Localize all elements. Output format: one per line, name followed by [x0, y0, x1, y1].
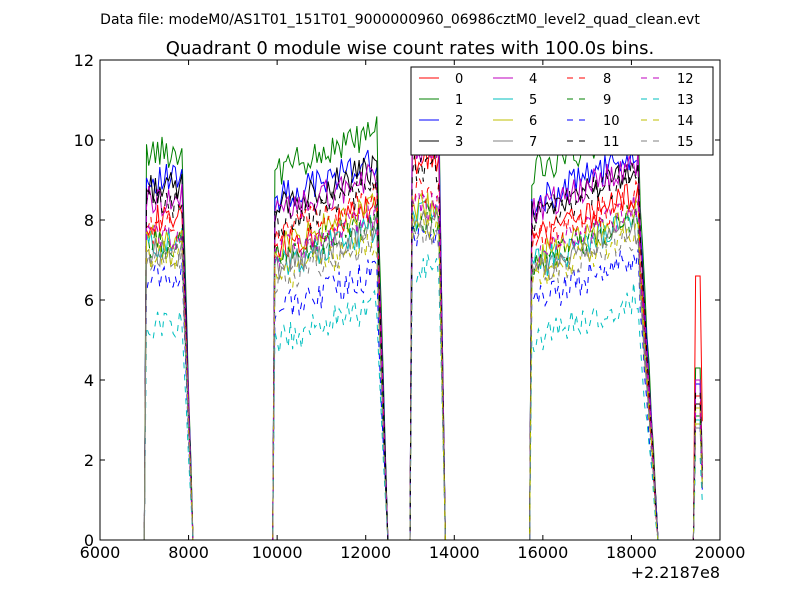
y-tick-label: 8 [84, 211, 94, 230]
x-offset-label: +2.2187e8 [631, 563, 720, 582]
y-tick-label: 4 [84, 371, 94, 390]
y-tick-label: 0 [84, 531, 94, 550]
legend-label-11: 11 [603, 135, 620, 150]
legend-label-1: 1 [455, 93, 463, 108]
series-line-5 [143, 199, 703, 541]
legend-label-0: 0 [455, 72, 463, 87]
x-tick-label: 6000 [80, 543, 121, 562]
legend-label-10: 10 [603, 114, 620, 129]
series-line-9 [143, 204, 703, 541]
legend-label-9: 9 [603, 93, 611, 108]
x-tick-label: 8000 [168, 543, 209, 562]
legend-box [410, 66, 714, 156]
legend-label-5: 5 [529, 93, 537, 108]
legend-label-6: 6 [529, 114, 537, 129]
y-tick-label: 2 [84, 451, 94, 470]
series-line-6 [143, 192, 703, 541]
legend-label-4: 4 [529, 72, 537, 87]
series-line-13 [143, 254, 703, 541]
legend-label-15: 15 [677, 135, 694, 150]
legend-label-2: 2 [455, 114, 463, 129]
legend-label-8: 8 [603, 72, 611, 87]
y-tick-label: 10 [74, 131, 94, 150]
series-line-4 [143, 131, 703, 541]
legend-label-14: 14 [677, 114, 694, 129]
series-line-8 [143, 176, 703, 541]
x-tick-label: 18000 [606, 543, 657, 562]
x-tick-label: 10000 [252, 543, 303, 562]
legend-label-12: 12 [677, 72, 694, 87]
x-tick-label: 16000 [517, 543, 568, 562]
legend-label-7: 7 [529, 135, 537, 150]
legend-label-3: 3 [455, 135, 463, 150]
series-line-10 [143, 222, 703, 541]
x-tick-label: 12000 [340, 543, 391, 562]
series-line-11 [143, 153, 703, 541]
series-line-14 [143, 212, 703, 541]
y-tick-label: 6 [84, 291, 94, 310]
chart-suptitle: Data file: modeM0/AS1T01_151T01_90000009… [100, 12, 700, 28]
series-layer [143, 101, 703, 541]
legend-label-13: 13 [677, 93, 694, 108]
x-tick-label: 14000 [429, 543, 480, 562]
series-line-15 [143, 220, 703, 541]
x-tick-label: 20000 [695, 543, 746, 562]
y-tick-label: 12 [74, 51, 94, 70]
chart-title: Quadrant 0 module wise count rates with … [166, 38, 655, 59]
tick-layer: 6000 8000 10000 12000 14000 16000 18000 20000 0 2… [74, 51, 746, 562]
series-line-12 [143, 191, 703, 541]
